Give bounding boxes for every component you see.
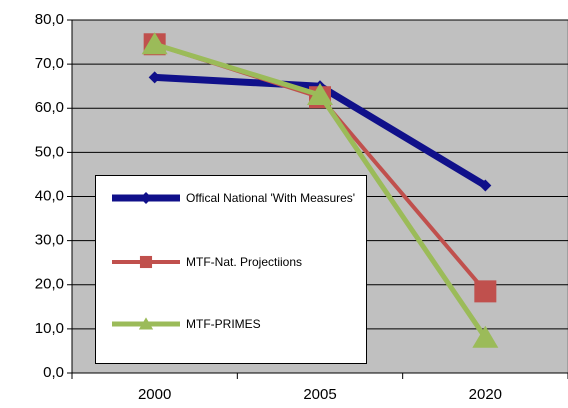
legend-label: MTF-PRIMES bbox=[186, 317, 261, 331]
x-tick-label: 2005 bbox=[303, 386, 336, 403]
y-tick-label: 70,0 bbox=[35, 55, 64, 72]
y-tick-label: 80,0 bbox=[35, 11, 64, 28]
marker bbox=[141, 32, 168, 55]
marker bbox=[139, 255, 153, 269]
marker bbox=[472, 325, 499, 348]
legend-swatch bbox=[112, 255, 180, 269]
marker bbox=[138, 317, 154, 330]
marker bbox=[474, 280, 497, 303]
x-tick-label: 2020 bbox=[469, 386, 502, 403]
y-tick-label: 40,0 bbox=[35, 187, 64, 204]
marker bbox=[479, 179, 492, 192]
legend-label: Offical National 'With Measures' bbox=[186, 191, 356, 205]
marker bbox=[140, 192, 152, 204]
legend-swatch bbox=[112, 317, 180, 330]
y-tick-label: 50,0 bbox=[35, 143, 64, 160]
y-tick-label: 10,0 bbox=[35, 320, 64, 337]
y-tick-label: 20,0 bbox=[35, 276, 64, 293]
y-tick-label: 60,0 bbox=[35, 99, 64, 116]
legend-label: MTF-Nat. Projectiions bbox=[186, 255, 303, 269]
legend-swatch bbox=[112, 192, 180, 204]
marker bbox=[148, 71, 161, 84]
legend: Offical National 'With Measures' MTF-Nat.… bbox=[95, 175, 367, 364]
y-tick-label: 0,0 bbox=[43, 364, 64, 381]
y-tick-label: 30,0 bbox=[35, 232, 64, 249]
x-tick-label: 2000 bbox=[138, 386, 171, 403]
marker bbox=[307, 83, 333, 106]
